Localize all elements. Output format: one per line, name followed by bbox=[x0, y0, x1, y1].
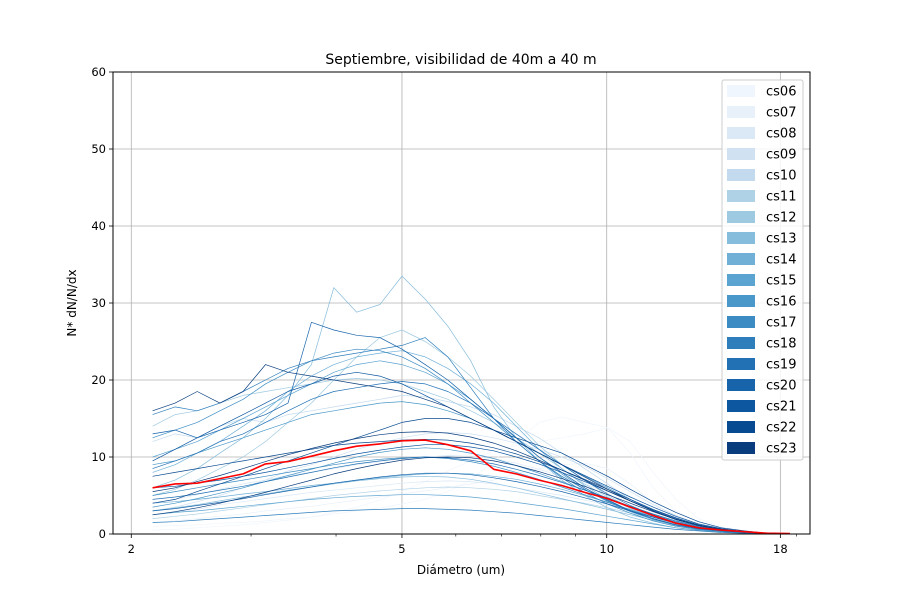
legend-swatch bbox=[727, 127, 755, 139]
legend-label: cs15 bbox=[766, 274, 796, 289]
series-line bbox=[152, 508, 791, 535]
legend-label: cs21 bbox=[766, 400, 796, 415]
series-line bbox=[152, 438, 791, 534]
legend-swatch bbox=[727, 85, 755, 97]
legend-label: cs13 bbox=[766, 232, 796, 247]
x-tick-label: 18 bbox=[773, 542, 788, 556]
legend-swatch bbox=[727, 421, 755, 433]
y-axis-label: N* dN/N/dx bbox=[65, 269, 79, 336]
legend-label: cs14 bbox=[766, 253, 796, 268]
series-line bbox=[152, 395, 791, 534]
legend-swatch bbox=[727, 148, 755, 160]
legend-label: cs23 bbox=[766, 442, 796, 457]
mean-line-group bbox=[152, 439, 791, 535]
x-axis-label: Diámetro (um) bbox=[417, 563, 505, 577]
legend-label: cs12 bbox=[766, 211, 796, 226]
chart-title: Septiembre, visibilidad de 40m a 40 m bbox=[325, 52, 596, 68]
legend: cs06 cs07 cs08 cs09 cs10 cs11 cs12 cs13 cs14 cs15… bbox=[721, 79, 804, 461]
legend-label: cs16 bbox=[766, 295, 796, 310]
legend-swatch bbox=[727, 442, 755, 454]
x-tick-label: 2 bbox=[128, 542, 135, 556]
x-tick-label: 10 bbox=[599, 542, 614, 556]
axis-ticks: 2 5 10 18 0 10 20 30 40 50 60 bbox=[91, 65, 797, 556]
x-tick-label: 5 bbox=[398, 542, 405, 556]
legend-label: cs20 bbox=[766, 379, 796, 394]
legend-swatch bbox=[727, 274, 755, 286]
legend-label: cs22 bbox=[766, 421, 796, 436]
legend-label: cs09 bbox=[766, 148, 796, 163]
legend-swatch bbox=[727, 295, 755, 307]
legend-swatch bbox=[727, 316, 755, 328]
legend-swatch bbox=[727, 337, 755, 349]
legend-swatch bbox=[727, 106, 755, 118]
mean-line bbox=[152, 439, 791, 535]
series-line bbox=[152, 456, 791, 534]
legend-swatch bbox=[727, 232, 755, 244]
series-line bbox=[152, 447, 791, 534]
series-line bbox=[152, 494, 791, 535]
y-tick-label: 40 bbox=[91, 219, 106, 233]
series-line bbox=[152, 427, 791, 534]
legend-label: cs18 bbox=[766, 337, 796, 352]
legend-swatch bbox=[727, 211, 755, 223]
legend-swatch bbox=[727, 400, 755, 412]
legend-swatch bbox=[727, 358, 755, 370]
y-tick-label: 20 bbox=[91, 373, 106, 387]
legend-label: cs19 bbox=[766, 358, 796, 373]
series-line bbox=[152, 444, 791, 534]
legend-label: cs10 bbox=[766, 169, 796, 184]
y-tick-label: 30 bbox=[91, 296, 106, 310]
series-line bbox=[152, 321, 791, 534]
y-tick-label: 0 bbox=[99, 527, 106, 541]
series-line bbox=[152, 418, 791, 534]
legend-swatch bbox=[727, 169, 755, 181]
legend-label: cs07 bbox=[766, 106, 796, 121]
y-tick-label: 60 bbox=[91, 65, 106, 79]
legend-label: cs17 bbox=[766, 316, 796, 331]
series-line bbox=[152, 432, 791, 534]
legend-label: cs06 bbox=[766, 85, 796, 100]
legend-swatch bbox=[727, 379, 755, 391]
legend-items: cs06 cs07 cs08 cs09 cs10 cs11 cs12 cs13 cs14 cs15… bbox=[727, 85, 796, 457]
series-line bbox=[152, 456, 791, 534]
y-tick-label: 10 bbox=[91, 450, 106, 464]
legend-swatch bbox=[727, 253, 755, 265]
series-line bbox=[152, 416, 791, 534]
y-tick-label: 50 bbox=[91, 142, 106, 156]
legend-swatch bbox=[727, 190, 755, 202]
legend-label: cs08 bbox=[766, 127, 796, 142]
legend-label: cs11 bbox=[766, 190, 796, 205]
